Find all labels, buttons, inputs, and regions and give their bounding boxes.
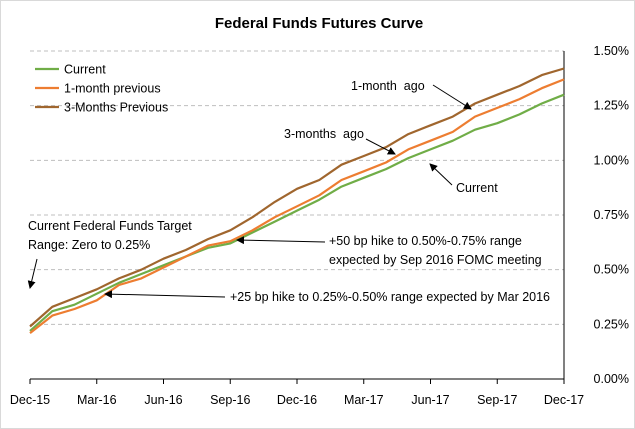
annotation-arrow [429, 163, 453, 186]
annotation-text: 1-month ago [351, 79, 425, 93]
annotation-arrow [432, 84, 472, 110]
x-tick-label: Mar-16 [77, 393, 117, 407]
annotation-arrow [27, 258, 38, 289]
y-tick-labels: 0.00% 0.25% 0.50% 0.75% 1.00% 1.25% 1.50% [594, 44, 629, 386]
series-line-1 [29, 93, 565, 332]
annotation-arrow [236, 236, 326, 245]
annotations: 1-month ago 3-months ago Current Current Fe… [27, 79, 550, 304]
y-tick-label: 0.00% [594, 372, 629, 386]
x-tick-label: Mar-17 [344, 393, 384, 407]
annotation-arrow [104, 290, 226, 299]
annotation-text: expected by Sep 2016 FOMC meeting [329, 253, 542, 267]
y-tick-label: 0.25% [594, 317, 629, 331]
x-tick-labels: Dec-15 Mar-16 Jun-16 Sep-16 Dec-16 Mar-17 Jun-… [10, 393, 584, 407]
x-tick-label: Dec-15 [10, 393, 50, 407]
x-tick-label: Jun-17 [411, 393, 449, 407]
x-tick-label: Dec-16 [277, 393, 317, 407]
series-line-3 [29, 67, 565, 328]
y-tick-label: 1.50% [594, 44, 629, 58]
series-lines [29, 67, 565, 334]
y-tick-label: 1.00% [594, 153, 629, 167]
y-tick-label: 1.25% [594, 99, 629, 113]
chart-title: Federal Funds Futures Curve [215, 15, 423, 32]
x-tick-label: Sep-17 [477, 393, 517, 407]
legend-label: Current [64, 63, 106, 77]
x-tick-label: Dec-17 [544, 393, 584, 407]
x-tick-label: Sep-16 [210, 393, 250, 407]
legend-label: 1-month previous [64, 82, 161, 96]
annotation-arrow [365, 138, 396, 155]
axes [29, 51, 565, 384]
annotation-text: Range: Zero to 0.25% [28, 238, 150, 252]
gridlines [30, 50, 564, 325]
annotation-text: +50 bp hike to 0.50%-0.75% range [329, 234, 522, 248]
legend: Current 1-month previous 3-Months Previous [35, 63, 168, 115]
x-tick-label: Jun-16 [144, 393, 182, 407]
legend-label: 3-Months Previous [64, 101, 168, 115]
y-tick-label: 0.50% [594, 263, 629, 277]
y-tick-label: 0.75% [594, 208, 629, 222]
annotation-text: Current Federal Funds Target [28, 219, 192, 233]
series-line-2 [29, 78, 565, 334]
annotation-text: 3-months ago [284, 127, 364, 141]
annotation-text: +25 bp hike to 0.25%-0.50% range expecte… [230, 290, 550, 304]
annotation-text: Current [456, 181, 498, 195]
